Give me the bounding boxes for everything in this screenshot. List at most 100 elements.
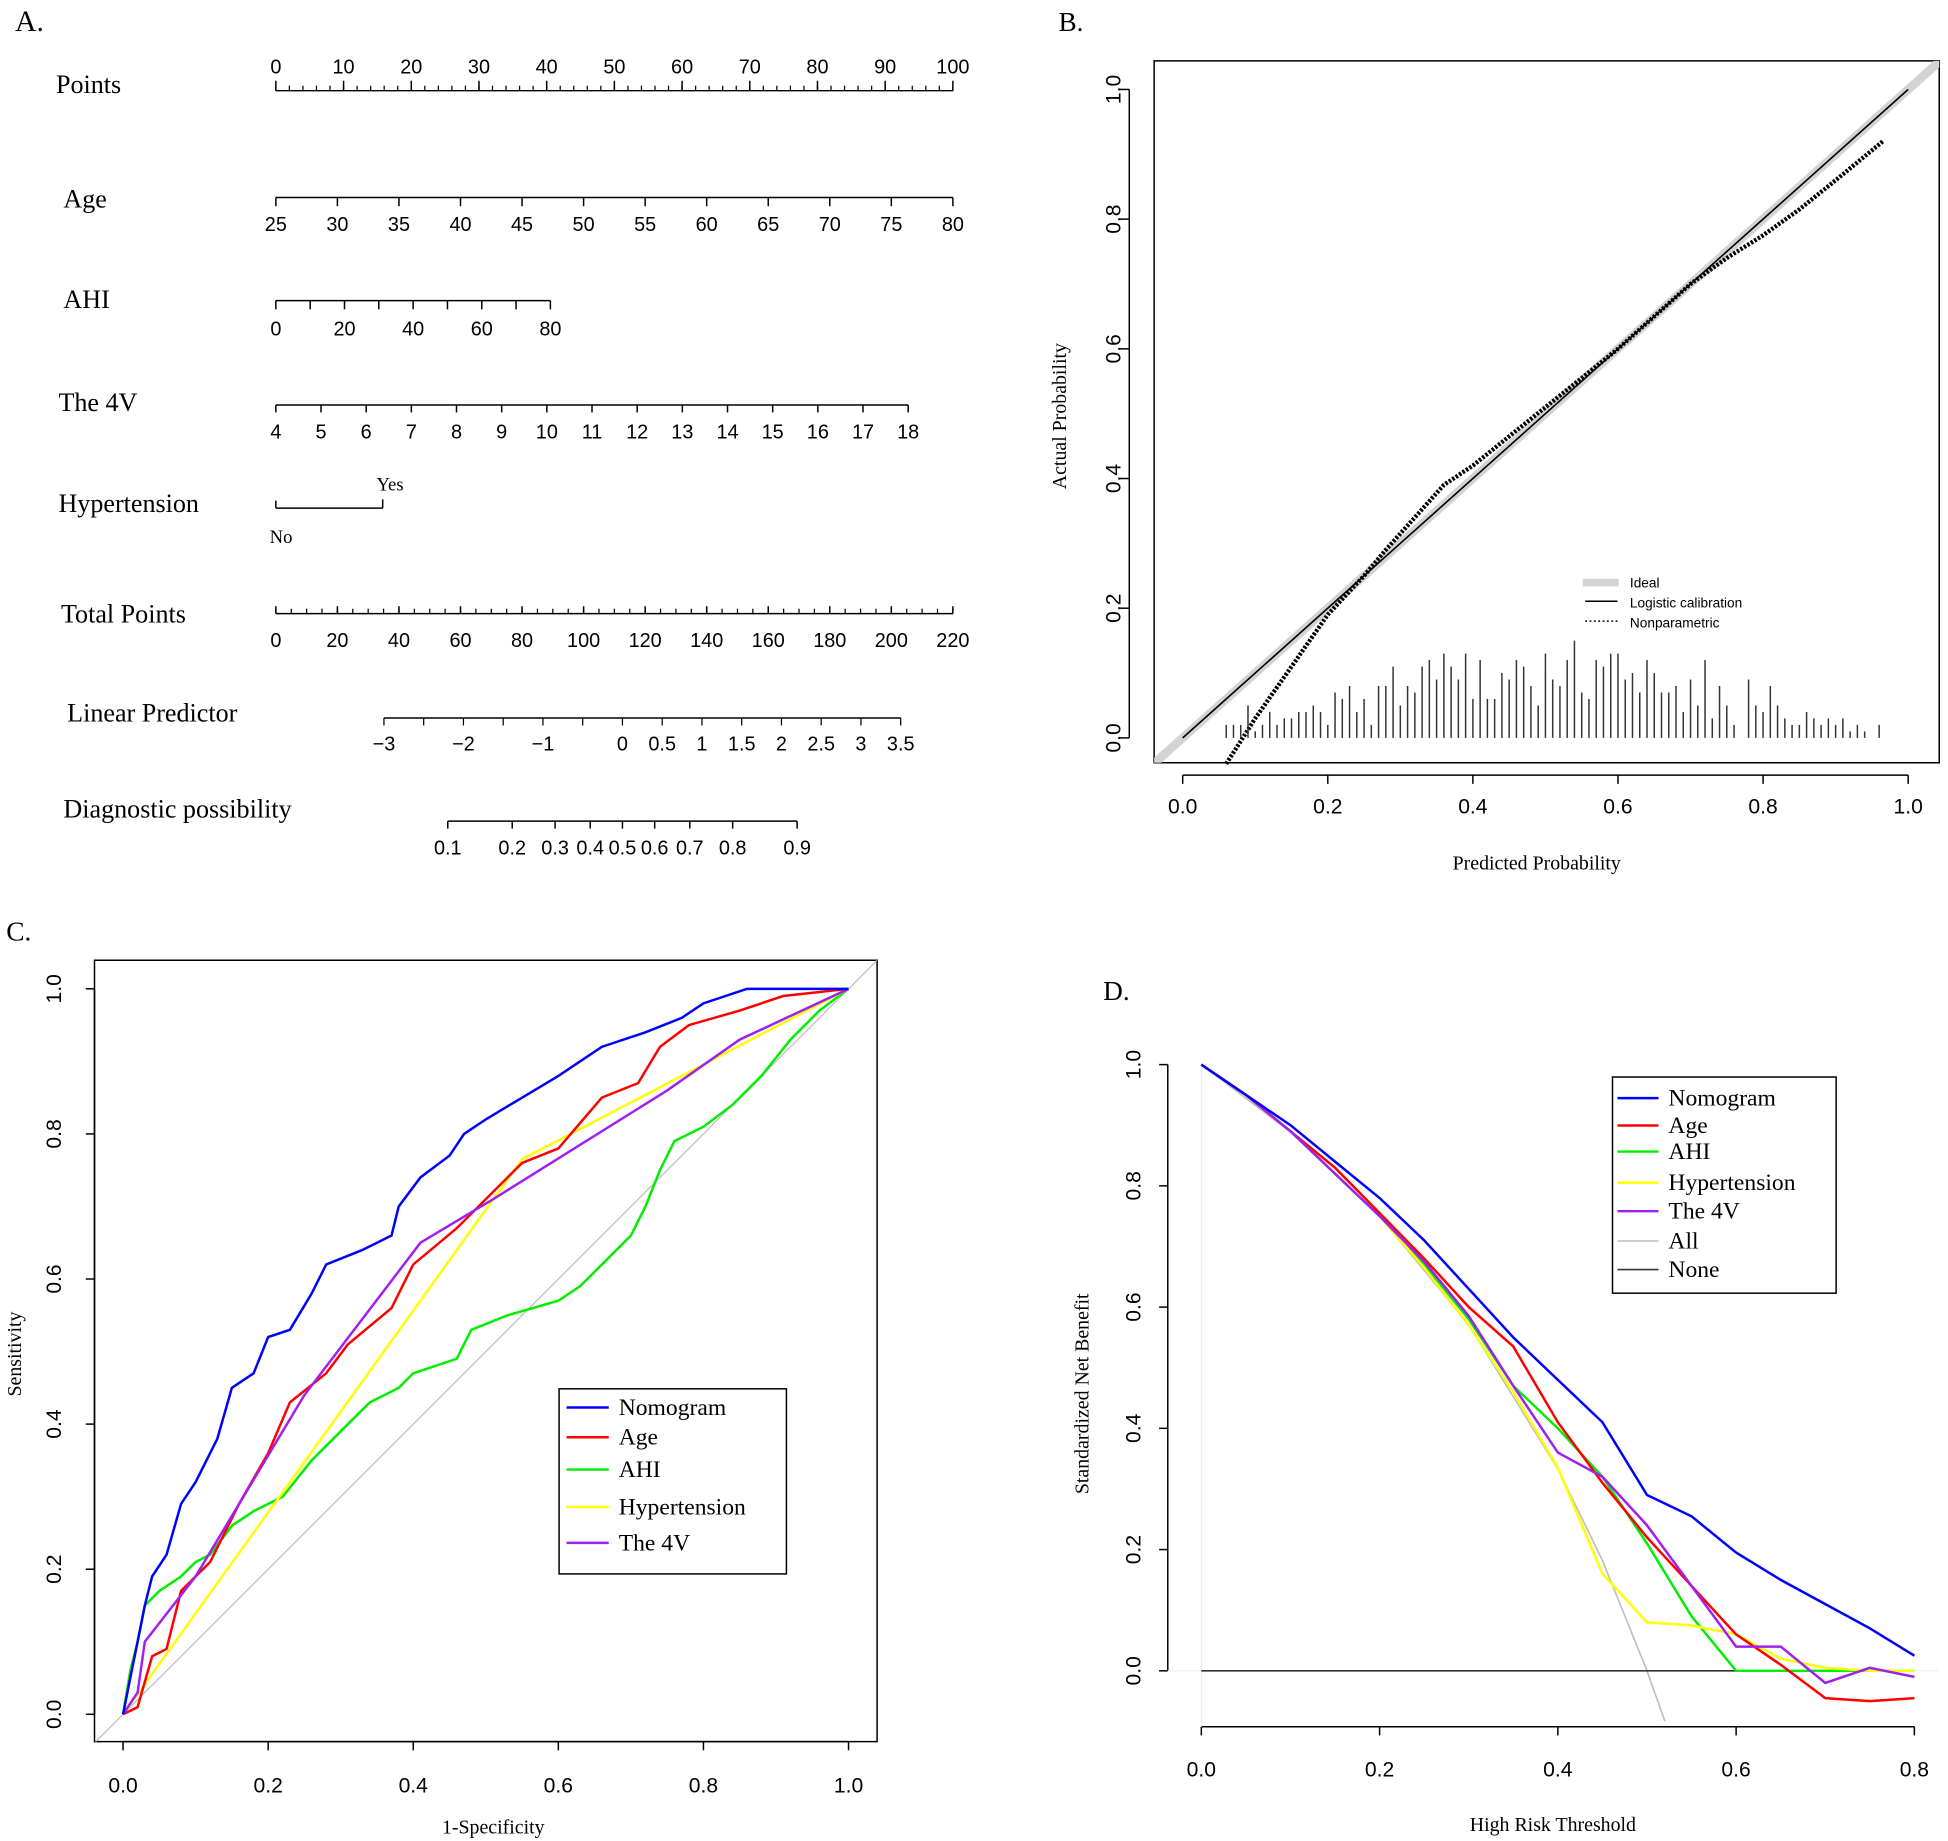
tick-label: 40: [388, 630, 410, 652]
legend: Ideal Logistic calibration Nonparametric: [1582, 576, 1742, 630]
y-tick-label: 0.4: [43, 1409, 66, 1439]
legend: Nomogram Age AHI Hypertension The 4V: [558, 1388, 788, 1575]
tick-label: 12: [626, 422, 648, 444]
y-tick-label: 1.0: [1122, 1050, 1145, 1079]
row-label: Hypertension: [58, 489, 199, 518]
panel-label-d: D.: [1103, 976, 1130, 1006]
tick-label: 30: [326, 214, 348, 236]
y-tick-label: 0.2: [1122, 1535, 1145, 1564]
x-tick-label: 0.4: [1543, 1758, 1573, 1781]
y-axis-title: Standardized Net Benefit: [1071, 1293, 1093, 1494]
tick-label: −3: [373, 733, 396, 755]
net-benefit-curve-all: [1200, 1063, 1666, 1722]
tick-label: 17: [852, 422, 874, 444]
legend-label: Ideal: [1630, 576, 1660, 591]
y-tick-label: 0.2: [43, 1555, 66, 1584]
tick-label: 0.4: [576, 838, 604, 860]
y-tick-label: 0.0: [1122, 1656, 1145, 1685]
x-tick-label: 0.2: [253, 1775, 282, 1798]
tick-label: 180: [813, 630, 846, 652]
y-axis-title: Actual Probability: [1049, 343, 1071, 489]
x-tick-label: 0.0: [1187, 1758, 1216, 1781]
tick-label: 40: [449, 214, 471, 236]
tick-label: 40: [536, 56, 558, 78]
logistic-calibration-line: [1182, 88, 1909, 739]
tick-label: 16: [807, 422, 829, 444]
tick-label: 90: [874, 56, 896, 78]
y-tick-label: 0.8: [1103, 204, 1126, 233]
tick-label: 120: [629, 630, 662, 652]
tick-label: 0: [270, 56, 281, 78]
legend-label: None: [1668, 1257, 1719, 1283]
tick-label: 0.9: [783, 838, 811, 860]
legend-label: AHI: [619, 1457, 661, 1483]
tick-label: 0.5: [609, 838, 637, 860]
legend-label: The 4V: [1668, 1199, 1739, 1225]
tick-label: 10: [333, 56, 355, 78]
tick-label: 60: [696, 214, 718, 236]
tick-label: 30: [468, 56, 490, 78]
tick-label: 11: [582, 422, 603, 444]
row-label: The 4V: [58, 388, 137, 417]
tick-label: 2.5: [807, 733, 835, 755]
decision-curve-panel: D. High Risk Threshold Standardized Net …: [1071, 976, 1938, 1836]
row-label: AHI: [63, 285, 109, 314]
tick-label: 0.2: [498, 838, 526, 860]
tick-label: 70: [739, 56, 761, 78]
legend-label: Nomogram: [619, 1395, 726, 1421]
row-label: Total Points: [61, 599, 186, 628]
tick-label: 0.3: [541, 838, 569, 860]
tick-label: 9: [496, 422, 507, 444]
y-tick-label: 1.0: [43, 974, 66, 1003]
legend-label: Nomogram: [1668, 1086, 1775, 1112]
roc-curve-nomogram: [121, 987, 849, 1715]
tick-label: 0: [270, 318, 281, 340]
tick-label: 160: [752, 630, 785, 652]
tick-label: 25: [265, 214, 287, 236]
tick-label: 2: [776, 733, 787, 755]
x-tick-label: 0.2: [1365, 1758, 1394, 1781]
nonparametric-line: [1224, 139, 1885, 766]
tick-label: 45: [511, 214, 533, 236]
x-tick-label: 1.0: [1893, 796, 1922, 819]
tick-label: 70: [819, 214, 841, 236]
x-tick-label: 0.6: [1721, 1758, 1750, 1781]
tick-label: 1: [696, 733, 707, 755]
tick-label: 65: [757, 214, 779, 236]
net-benefit-curve-the-4v: [1200, 1063, 1915, 1685]
tick-label: −1: [532, 733, 555, 755]
x-tick-label: 0.0: [1168, 796, 1197, 819]
calibration-panel: B. Predicted Probability Actual Probabil…: [1049, 7, 1940, 875]
tick-label: 3.5: [887, 733, 915, 755]
row-label: Points: [56, 70, 121, 99]
y-axis-title: Sensitivity: [4, 1311, 26, 1396]
tick-label: 0.7: [676, 838, 704, 860]
tick-label: 20: [333, 318, 355, 340]
plot-frame: [1153, 60, 1940, 764]
tick-label: 13: [671, 422, 693, 444]
tick-label: −2: [452, 733, 475, 755]
x-axis-title: 1-Specificity: [442, 1817, 545, 1839]
row-label: Linear Predictor: [67, 699, 237, 728]
x-tick-label: 0.4: [399, 1775, 429, 1798]
x-tick-label: 0.8: [1900, 1758, 1929, 1781]
legend-label: AHI: [1668, 1139, 1710, 1165]
category-label: Yes: [376, 475, 403, 496]
tick-label: 40: [402, 318, 424, 340]
tick-label: 140: [690, 630, 723, 652]
y-tick-label: 0.4: [1103, 464, 1126, 494]
y-tick-label: 0.4: [1122, 1413, 1145, 1443]
legend-label: Nonparametric: [1630, 615, 1720, 630]
x-tick-label: 0.2: [1313, 796, 1342, 819]
panel-label-a: A.: [15, 5, 44, 38]
legend-label: Hypertension: [1668, 1170, 1795, 1196]
category-label: No: [270, 527, 293, 548]
y-tick-label: 0.6: [1122, 1292, 1145, 1321]
y-tick-label: 0.2: [1103, 594, 1126, 623]
tick-label: 60: [671, 56, 693, 78]
x-axis-title: Predicted Probability: [1453, 853, 1621, 875]
tick-label: 5: [316, 422, 327, 444]
roc-curve-the-4v: [122, 987, 850, 1715]
